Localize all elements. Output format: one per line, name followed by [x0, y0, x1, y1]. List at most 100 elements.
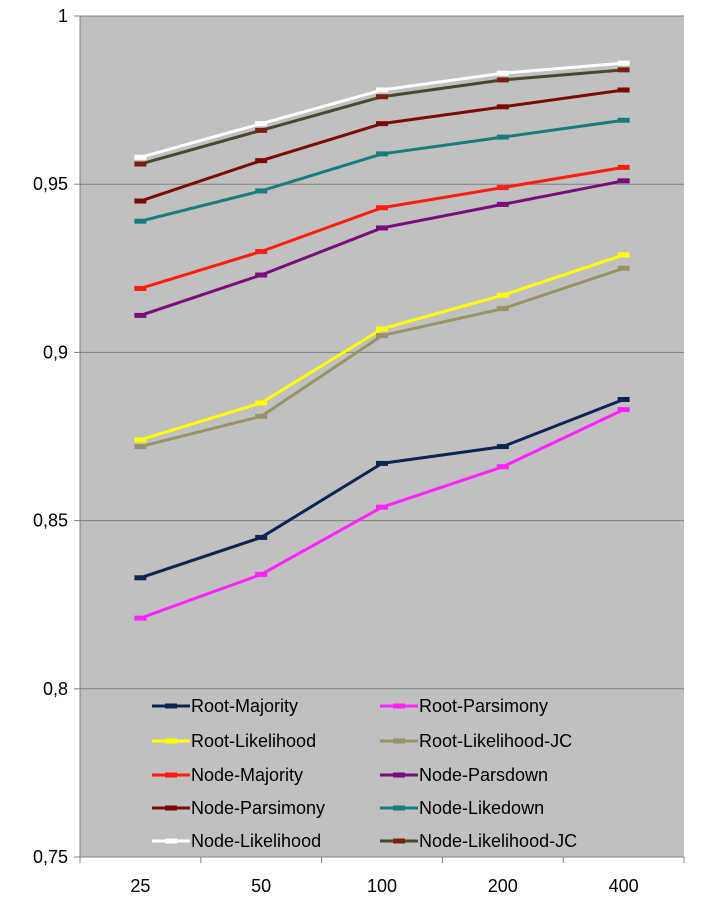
data-point — [496, 134, 509, 140]
legend-item: Root-Majority — [152, 696, 298, 716]
legend-label: Node-Likedown — [419, 798, 544, 818]
data-point — [617, 407, 630, 413]
data-point — [496, 185, 509, 191]
legend-swatch-marker — [393, 838, 405, 844]
y-tick-label: 0,85 — [33, 511, 68, 531]
data-point — [376, 333, 388, 339]
data-point — [376, 151, 388, 157]
data-point — [376, 225, 388, 231]
x-tick-label: 400 — [609, 876, 639, 896]
x-tick-label: 25 — [130, 876, 150, 896]
data-point — [376, 205, 388, 211]
data-point — [376, 460, 388, 466]
legend-swatch-marker — [393, 805, 405, 811]
plot-area — [80, 16, 684, 857]
legend-swatch-marker — [165, 838, 177, 844]
legend-label: Root-Likelihood — [191, 731, 316, 751]
legend-item: Root-Parsimony — [380, 696, 548, 716]
data-point — [255, 534, 268, 540]
data-point — [617, 396, 630, 402]
legend-item: Root-Likelihood — [152, 731, 316, 751]
legend-label: Node-Parsimony — [191, 798, 325, 818]
series-root-majority — [134, 396, 630, 581]
legend-swatch-marker — [165, 805, 177, 811]
legend-item: Node-Likelihood-JC — [380, 831, 577, 851]
data-point — [134, 198, 147, 204]
data-point — [496, 292, 509, 298]
data-point — [134, 161, 147, 167]
data-point — [376, 94, 388, 100]
data-point — [134, 575, 147, 581]
series-node-parsdown — [134, 178, 630, 318]
y-tick-label: 0,95 — [33, 174, 68, 194]
data-point — [134, 615, 147, 621]
series-node-likelihood-jc — [134, 67, 630, 167]
data-point — [134, 444, 147, 450]
series-root-likelihood — [134, 252, 630, 443]
series-node-majority — [134, 164, 630, 291]
x-tick-label: 100 — [367, 876, 397, 896]
data-point — [496, 306, 509, 312]
series-node-likelihood — [134, 60, 630, 160]
data-point — [617, 265, 630, 271]
data-point — [617, 117, 630, 123]
data-point — [617, 252, 630, 258]
legend-item: Root-Likelihood-JC — [380, 731, 572, 751]
legend-swatch-marker — [393, 703, 405, 709]
legend-label: Root-Majority — [191, 696, 298, 716]
legend-swatch-marker — [165, 703, 177, 709]
data-point — [255, 127, 268, 133]
legend: Root-Majority Root-Parsimony Root-Likeliho… — [152, 696, 577, 851]
series-node-likedown — [134, 117, 630, 224]
series-lines — [134, 60, 630, 621]
legend-label: Node-Likelihood-JC — [419, 831, 577, 851]
legend-swatch-marker — [393, 738, 405, 744]
legend-swatch-marker — [165, 772, 177, 778]
data-point — [496, 70, 509, 76]
data-point — [255, 413, 268, 419]
legend-item: Node-Majority — [152, 765, 303, 785]
data-point — [617, 178, 630, 184]
series-node-parsimony — [134, 87, 630, 204]
data-point — [617, 164, 630, 170]
data-point — [134, 312, 147, 318]
legend-item: Node-Likedown — [380, 798, 544, 818]
y-tick-label: 0,9 — [43, 342, 68, 362]
data-point — [376, 326, 388, 332]
data-point — [376, 504, 388, 510]
data-point — [134, 154, 147, 160]
data-point — [255, 248, 268, 254]
data-point — [134, 285, 147, 291]
data-point — [134, 218, 147, 224]
data-point — [496, 104, 509, 110]
series-root-parsimony — [134, 407, 630, 621]
y-tick-label: 0,75 — [33, 847, 68, 867]
legend-label: Node-Parsdown — [419, 765, 548, 785]
series-root-likelihood-jc — [134, 265, 630, 450]
legend-label: Root-Parsimony — [419, 696, 548, 716]
data-point — [255, 121, 268, 127]
legend-label: Node-Likelihood — [191, 831, 321, 851]
legend-label: Root-Likelihood-JC — [419, 731, 572, 751]
data-point — [255, 272, 268, 278]
tick-labels: 0,75 0,8 0,85 0,9 0,95 1 25 50 100 200 400 — [33, 6, 639, 896]
legend-item: Node-Parsimony — [152, 798, 325, 818]
data-point — [376, 87, 388, 93]
x-tick-label: 200 — [488, 876, 518, 896]
data-point — [496, 77, 509, 83]
data-point — [134, 437, 147, 443]
data-point — [255, 188, 268, 194]
data-point — [617, 87, 630, 93]
data-point — [496, 444, 509, 450]
y-tick-label: 1 — [58, 6, 68, 26]
data-point — [376, 121, 388, 127]
legend-swatch-marker — [393, 772, 405, 778]
data-point — [496, 201, 509, 207]
legend-label: Node-Majority — [191, 765, 303, 785]
data-point — [255, 400, 268, 406]
data-point — [617, 60, 630, 66]
legend-item: Node-Parsdown — [380, 765, 548, 785]
y-tick-label: 0,8 — [43, 679, 68, 699]
data-point — [496, 464, 509, 470]
